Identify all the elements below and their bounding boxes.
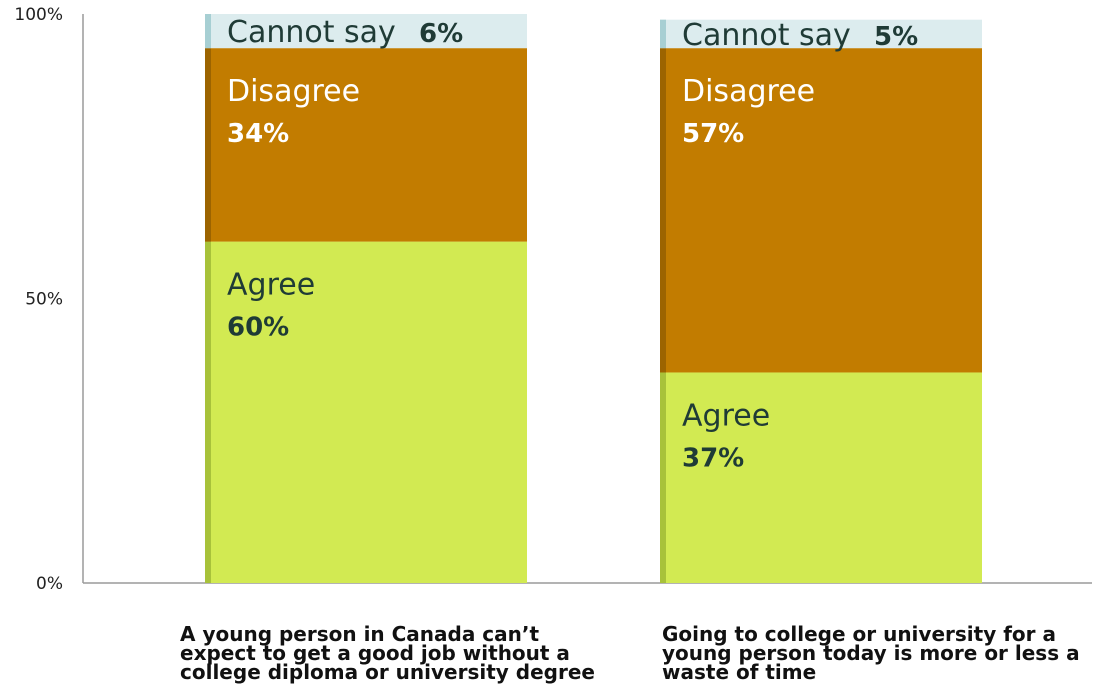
bar-segment-edge-agree-2 — [660, 372, 666, 583]
y-tick-label-0: 0% — [36, 574, 63, 594]
segment-value-disagree-2: 57% — [682, 119, 744, 149]
y-tick-labels: 0% 50% 100% — [14, 5, 63, 594]
bar-segment-cannot-say-2 — [660, 19, 982, 49]
category-label-2: Going to college or university for a you… — [662, 622, 1080, 684]
bar-segment-agree-2 — [660, 372, 982, 583]
bar-group: Agree 60% Disagree 34% Cannot say 6% Agree 37% D… — [205, 14, 982, 583]
bar-segment-edge-disagree-1 — [205, 48, 211, 242]
category-label-1: A young person in Canada can’t expect to… — [180, 622, 595, 684]
segment-value-agree-1: 60% — [227, 313, 289, 343]
segment-label-agree-1: Agree — [227, 268, 315, 303]
bar-segment-disagree-1 — [205, 48, 527, 242]
bar-segment-edge-agree-1 — [205, 241, 211, 583]
bar-segment-cannot-say-1 — [205, 14, 527, 49]
segment-label-cannot-say-2: Cannot say — [682, 18, 851, 53]
segment-value-cannot-say-2: 5% — [874, 22, 918, 52]
segment-value-cannot-say-1: 6% — [419, 19, 463, 49]
bar-segment-edge-cannot-say-1 — [205, 14, 211, 49]
segment-value-disagree-1: 34% — [227, 119, 289, 149]
segment-value-agree-2: 37% — [682, 443, 744, 473]
bar-segment-edge-cannot-say-2 — [660, 19, 666, 49]
bar-segment-disagree-2 — [660, 48, 982, 373]
segment-label-disagree-1: Disagree — [227, 74, 360, 109]
segment-label-disagree-2: Disagree — [682, 74, 815, 109]
segment-label-cannot-say-1: Cannot say — [227, 15, 396, 50]
bar-segment-edge-disagree-2 — [660, 48, 666, 373]
y-tick-label-100: 100% — [14, 5, 63, 25]
y-tick-label-50: 50% — [25, 290, 63, 310]
segment-label-agree-2: Agree — [682, 398, 770, 433]
bar-segment-agree-1 — [205, 241, 527, 583]
